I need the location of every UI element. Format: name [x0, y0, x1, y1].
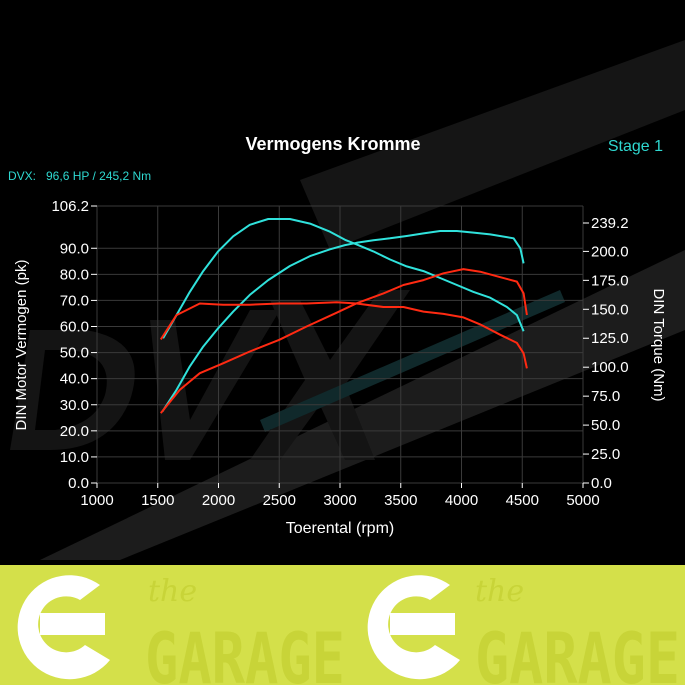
the-garage-banner: the GARAGE the GARAGE — [0, 565, 685, 685]
y-tick-label: 20.0 — [60, 423, 89, 440]
curves — [159, 218, 528, 414]
y-tick-label: 70.0 — [60, 292, 89, 309]
curve-stage1-power — [161, 230, 525, 413]
x-tick-label: 5000 — [566, 492, 599, 509]
axes: 1000 1500 2000 2500 3000 3500 4000 4500 50000.01… — [51, 198, 628, 509]
svg-text:GARAGE: GARAGE — [475, 618, 680, 685]
svg-text:the: the — [148, 574, 197, 609]
y2-tick-label: 150.0 — [591, 301, 629, 318]
chart-title: Vermogens Kromme — [245, 134, 421, 154]
x-tick-label: 1000 — [80, 492, 113, 509]
y2-tick-label: 25.0 — [591, 446, 620, 463]
dyno-chart: 1000 1500 2000 2500 3000 3500 4000 4500 50000.01… — [10, 40, 685, 560]
y2-tick-label: 0.0 — [591, 475, 612, 492]
curve-stock-torque — [159, 301, 528, 369]
y-tick-label: 90.0 — [60, 240, 89, 257]
garage-logo: the GARAGE — [367, 574, 680, 685]
x-tick-label: 4000 — [445, 492, 478, 509]
y-tick-label: 30.0 — [60, 397, 89, 414]
x-tick-label: 1500 — [141, 492, 174, 509]
x-tick-label: 3000 — [323, 492, 356, 509]
grid — [96, 205, 584, 484]
garage-logo: the GARAGE — [17, 574, 345, 685]
y2-tick-label: 100.0 — [591, 359, 629, 376]
y2-tick-label: 75.0 — [591, 388, 620, 405]
x-tick-label: 2500 — [263, 492, 296, 509]
svg-text:GARAGE: GARAGE — [145, 618, 345, 685]
y2-tick-label: 125.0 — [591, 330, 629, 347]
y2-axis-label: DIN Torque (Nm) — [650, 288, 667, 401]
y-tick-label: 50.0 — [60, 345, 89, 362]
curve-stage1-torque — [162, 218, 525, 339]
x-tick-label: 2000 — [202, 492, 235, 509]
y-tick-label: 60.0 — [60, 319, 89, 336]
y2-tick-label: 50.0 — [591, 417, 620, 434]
y2-tick-label: 175.0 — [591, 272, 629, 289]
curve-stock-power — [160, 268, 528, 414]
dvx-summary: DVX: 96,6 HP / 245,2 Nm — [8, 169, 152, 183]
x-tick-label: 3500 — [384, 492, 417, 509]
stage-label: Stage 1 — [607, 138, 663, 155]
y2-tick-label: 239.2 — [591, 215, 629, 232]
y-axis-label: DIN Motor Vermogen (pk) — [13, 260, 30, 431]
x-axis-label: Toerental (rpm) — [286, 520, 394, 537]
y2-tick-label: 200.0 — [591, 243, 629, 260]
y-tick-label: 10.0 — [60, 449, 89, 466]
x-tick-label: 4500 — [506, 492, 539, 509]
y-tick-label: 106.2 — [51, 198, 89, 215]
svg-text:the: the — [475, 574, 524, 609]
y-tick-label: 0.0 — [68, 475, 89, 492]
y-tick-label: 40.0 — [60, 371, 89, 388]
y-tick-label: 80.0 — [60, 266, 89, 283]
